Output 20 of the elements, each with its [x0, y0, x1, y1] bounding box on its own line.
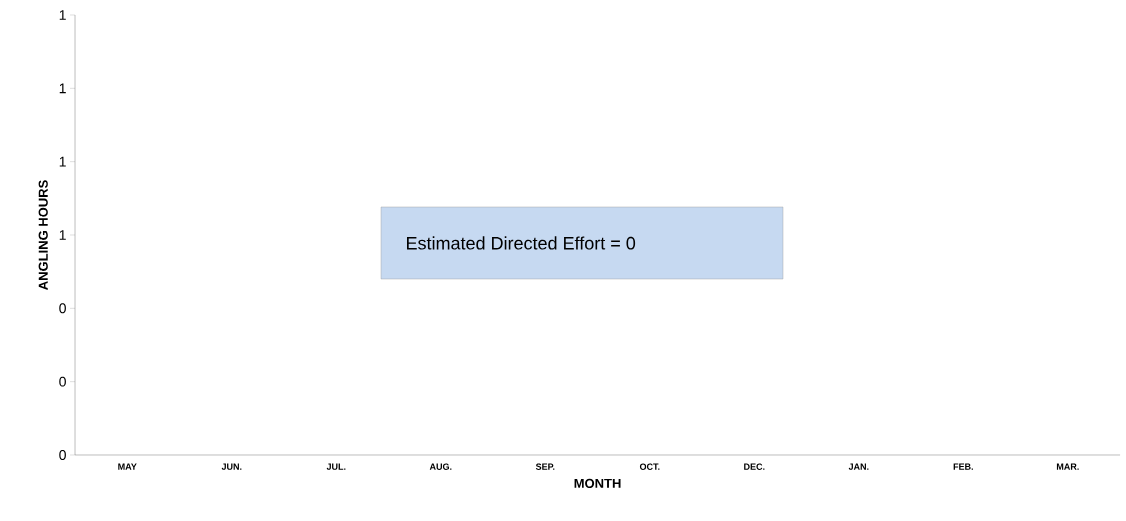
- y-tick-label: 0: [59, 303, 66, 314]
- x-tick-label: AUG.: [429, 463, 452, 470]
- x-tick-label: JUN.: [221, 463, 242, 470]
- x-tick-label: OCT.: [639, 463, 660, 470]
- annotation: Estimated Directed Effort = 0: [407, 236, 636, 250]
- x-tick-label: SEP.: [535, 463, 555, 470]
- x-tick-label: DEC.: [744, 463, 765, 470]
- y-tick-label: 0: [59, 376, 66, 387]
- x-tick-label: FEB.: [953, 463, 973, 470]
- y-tick-label: 1: [59, 10, 66, 20]
- y-tick-label: 0: [59, 450, 66, 460]
- y-tick-label: 1: [59, 156, 66, 167]
- y-axis-title: ANGLING HOURS: [38, 180, 48, 290]
- x-tick-label: MAR.: [1056, 463, 1079, 470]
- x-axis-title: MONTH: [574, 478, 621, 488]
- x-tick-label: JAN.: [848, 463, 869, 470]
- x-tick-label: MAY: [118, 463, 137, 470]
- y-tick-label: 1: [59, 230, 66, 240]
- x-tick-label: JUL.: [326, 463, 346, 470]
- y-tick-label: 1: [59, 83, 66, 94]
